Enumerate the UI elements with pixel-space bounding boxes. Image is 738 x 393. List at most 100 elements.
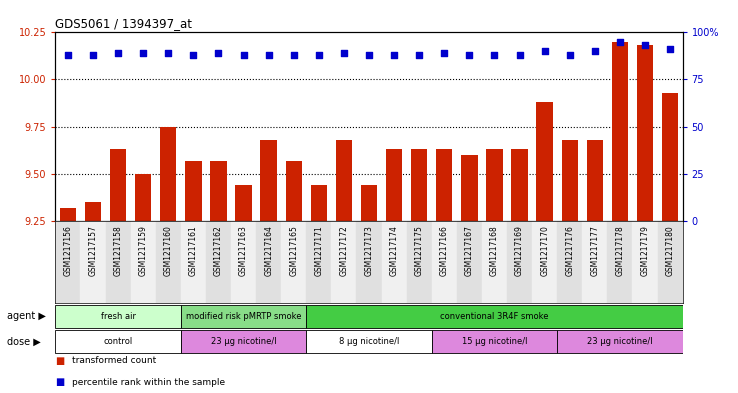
- Point: [137, 50, 149, 56]
- Bar: [587, 140, 603, 221]
- Bar: [411, 149, 427, 221]
- Bar: [206, 221, 231, 303]
- Text: GSM1217160: GSM1217160: [164, 225, 173, 276]
- Point: [539, 48, 551, 54]
- Text: transformed count: transformed count: [72, 356, 156, 365]
- Bar: [85, 202, 101, 221]
- Bar: [511, 149, 528, 221]
- Bar: [537, 102, 553, 221]
- Text: GSM1217177: GSM1217177: [590, 225, 599, 276]
- Text: dose ▶: dose ▶: [7, 336, 41, 347]
- Bar: [436, 149, 452, 221]
- Point: [564, 52, 576, 58]
- Text: 23 μg nicotine/l: 23 μg nicotine/l: [587, 337, 652, 346]
- Text: GSM1217176: GSM1217176: [565, 225, 574, 276]
- Text: modified risk pMRTP smoke: modified risk pMRTP smoke: [186, 312, 301, 321]
- Text: control: control: [103, 337, 133, 346]
- Bar: [612, 42, 628, 221]
- Text: GSM1217163: GSM1217163: [239, 225, 248, 276]
- Point: [263, 52, 275, 58]
- Text: agent ▶: agent ▶: [7, 311, 46, 321]
- Point: [238, 52, 249, 58]
- Text: GSM1217165: GSM1217165: [289, 225, 298, 276]
- Bar: [532, 221, 557, 303]
- Bar: [658, 221, 683, 303]
- Text: GSM1217173: GSM1217173: [365, 225, 373, 276]
- Text: percentile rank within the sample: percentile rank within the sample: [72, 378, 224, 387]
- Bar: [181, 330, 306, 353]
- Bar: [160, 127, 176, 221]
- Point: [313, 52, 325, 58]
- Bar: [486, 149, 503, 221]
- Point: [112, 50, 124, 56]
- Bar: [106, 221, 131, 303]
- Bar: [632, 221, 658, 303]
- Bar: [482, 221, 507, 303]
- Bar: [306, 221, 331, 303]
- Bar: [306, 330, 432, 353]
- Bar: [407, 221, 432, 303]
- Bar: [131, 221, 156, 303]
- Text: GSM1217167: GSM1217167: [465, 225, 474, 276]
- Point: [162, 50, 174, 56]
- Bar: [181, 305, 306, 328]
- Bar: [557, 330, 683, 353]
- Bar: [432, 330, 557, 353]
- Text: 23 μg nicotine/l: 23 μg nicotine/l: [211, 337, 276, 346]
- Text: GSM1217166: GSM1217166: [440, 225, 449, 276]
- Point: [413, 52, 425, 58]
- Bar: [55, 221, 80, 303]
- Bar: [281, 221, 306, 303]
- Text: GSM1217162: GSM1217162: [214, 225, 223, 276]
- Text: 15 μg nicotine/l: 15 μg nicotine/l: [462, 337, 527, 346]
- Point: [514, 52, 525, 58]
- Bar: [60, 208, 76, 221]
- Text: GSM1217158: GSM1217158: [114, 225, 123, 276]
- Bar: [55, 330, 181, 353]
- Point: [62, 52, 74, 58]
- Bar: [235, 185, 252, 221]
- Point: [589, 48, 601, 54]
- Text: GSM1217156: GSM1217156: [63, 225, 72, 276]
- Text: GSM1217172: GSM1217172: [339, 225, 348, 276]
- Bar: [181, 221, 206, 303]
- Point: [87, 52, 99, 58]
- Bar: [256, 221, 281, 303]
- Text: GSM1217179: GSM1217179: [641, 225, 649, 276]
- Text: GDS5061 / 1394397_at: GDS5061 / 1394397_at: [55, 17, 193, 29]
- Bar: [457, 221, 482, 303]
- Point: [438, 50, 450, 56]
- Point: [388, 52, 400, 58]
- Bar: [361, 185, 377, 221]
- Text: conventional 3R4F smoke: conventional 3R4F smoke: [440, 312, 549, 321]
- Bar: [135, 174, 151, 221]
- Text: GSM1217180: GSM1217180: [666, 225, 675, 276]
- Bar: [331, 221, 356, 303]
- Bar: [432, 221, 457, 303]
- Bar: [110, 149, 126, 221]
- Text: ■: ■: [55, 377, 65, 387]
- Bar: [156, 221, 181, 303]
- Text: GSM1217171: GSM1217171: [314, 225, 323, 276]
- Bar: [557, 221, 582, 303]
- Bar: [461, 155, 477, 221]
- Bar: [286, 160, 302, 221]
- Point: [288, 52, 300, 58]
- Point: [639, 42, 651, 49]
- Text: GSM1217168: GSM1217168: [490, 225, 499, 276]
- Text: GSM1217164: GSM1217164: [264, 225, 273, 276]
- Bar: [306, 305, 683, 328]
- Point: [489, 52, 500, 58]
- Point: [664, 46, 676, 52]
- Point: [463, 52, 475, 58]
- Text: GSM1217170: GSM1217170: [540, 225, 549, 276]
- Bar: [386, 149, 402, 221]
- Bar: [637, 46, 653, 221]
- Bar: [507, 221, 532, 303]
- Bar: [231, 221, 256, 303]
- Point: [614, 39, 626, 45]
- Bar: [311, 185, 327, 221]
- Point: [187, 52, 199, 58]
- Bar: [210, 160, 227, 221]
- Bar: [662, 93, 678, 221]
